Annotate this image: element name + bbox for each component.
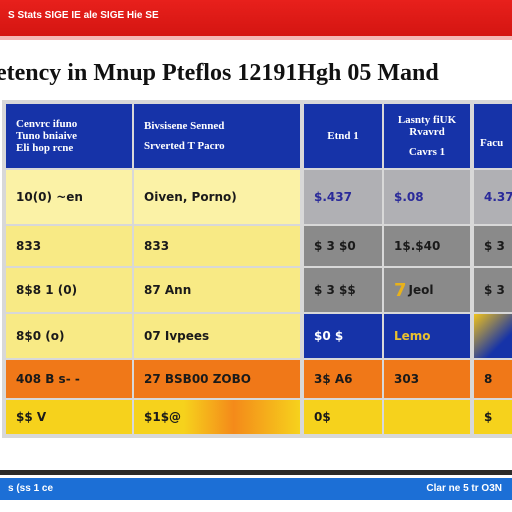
table-cell-r2-c3: $ 3 $0	[304, 226, 382, 266]
table-cell-r4-c3: $0 $	[304, 314, 382, 358]
table-cell-r6-c3: 0$	[304, 400, 382, 434]
table-cell-r6-c1: $$ V	[6, 400, 132, 434]
column-header-4-line-3: Cavrs 1	[408, 146, 446, 158]
table-cell-r6-c2: $1$@	[134, 400, 300, 434]
table-cell-r2-c1: 833	[6, 226, 132, 266]
table-cell-r3-c5: $ 3	[474, 268, 512, 312]
column-header-5-line-1: Facu	[480, 137, 504, 149]
column-header-4-line-1: Lasnty fiUK	[397, 114, 457, 126]
table-cell-r1-c4: $.08	[384, 170, 470, 224]
footer-right-link[interactable]: Clar ne 5 tr O3N	[426, 483, 502, 494]
table-cell-r5-c1: 408 B s- -	[6, 360, 132, 398]
table-cell-r2-c2: 833	[134, 226, 300, 266]
column-header-1[interactable]: Cenvrc ifuno Tuno bniaive Eli hop rcne	[6, 104, 132, 168]
table-cell-r3-c4-text: Jeol	[408, 283, 434, 297]
table-cell-r6-c5: $	[474, 400, 512, 434]
table-cell-r4-c1: 8$0 (o)	[6, 314, 132, 358]
table-cell-r3-c4: 7 Jeol	[384, 268, 470, 312]
banner-divider	[0, 36, 512, 40]
table-cell-r3-c2: 87 Ann	[134, 268, 300, 312]
column-header-3-line-1: Etnd 1	[327, 130, 359, 142]
table-cell-r4-c5	[474, 314, 512, 358]
table-cell-r1-c1: 10(0) ~en	[6, 170, 132, 224]
table-cell-r5-c4: 303	[384, 360, 470, 398]
column-header-2[interactable]: Bivsisene Senned Srverted T Pacro	[134, 104, 300, 168]
table-cell-r3-c3: $ 3 $$	[304, 268, 382, 312]
footer-divider	[0, 470, 512, 475]
table-cell-r5-c2: 27 BSB00 ZOBO	[134, 360, 300, 398]
footer-left-text: s (ss 1 ce	[8, 483, 54, 494]
column-header-1-line-1: Cenvrc ifuno	[16, 118, 78, 130]
table-cell-r4-c4: Lemo	[384, 314, 470, 358]
table-mark-r3: 7	[394, 279, 407, 301]
table-cell-r5-c3: 3$ A6	[304, 360, 382, 398]
column-header-4[interactable]: Lasnty fiUK Rvavrd Cavrs 1	[384, 104, 470, 168]
page-title: etency in Mnup Pteflos 12191Hgh 05 Mand	[0, 60, 439, 86]
table-cell-r4-c2: 07 Ivpees	[134, 314, 300, 358]
table-cell-r2-c4: 1$.$40	[384, 226, 470, 266]
column-header-2-line-1: Bivsisene Senned	[144, 120, 225, 132]
table-cell-r1-c2: Oiven, Porno)	[134, 170, 300, 224]
table-cell-r1-c5: 4.37	[474, 170, 512, 224]
column-header-2-line-2: Srverted T Pacro	[144, 140, 225, 152]
column-header-5[interactable]: Facu	[474, 104, 512, 168]
column-header-4-line-2: Rvavrd	[409, 126, 445, 138]
table-cell-r2-c5: $ 3	[474, 226, 512, 266]
table-cell-r5-c5: 8	[474, 360, 512, 398]
column-header-1-line-2: Tuno bniaive	[16, 130, 78, 142]
footer-bar: s (ss 1 ce Clar ne 5 tr O3N	[0, 478, 512, 500]
column-header-1-line-3: Eli hop rcne	[16, 142, 74, 154]
table-cell-r3-c1: 8$8 1 (0)	[6, 268, 132, 312]
table-cell-r6-c4	[384, 400, 470, 434]
banner-text: S Stats SIGE IE ale SIGE Hie SE	[8, 10, 159, 21]
data-table: Cenvrc ifuno Tuno bniaive Eli hop rcne B…	[2, 100, 512, 438]
table-cell-r1-c3: $.437	[304, 170, 382, 224]
column-header-3[interactable]: Etnd 1	[304, 104, 382, 168]
top-banner: S Stats SIGE IE ale SIGE Hie SE	[0, 0, 512, 36]
